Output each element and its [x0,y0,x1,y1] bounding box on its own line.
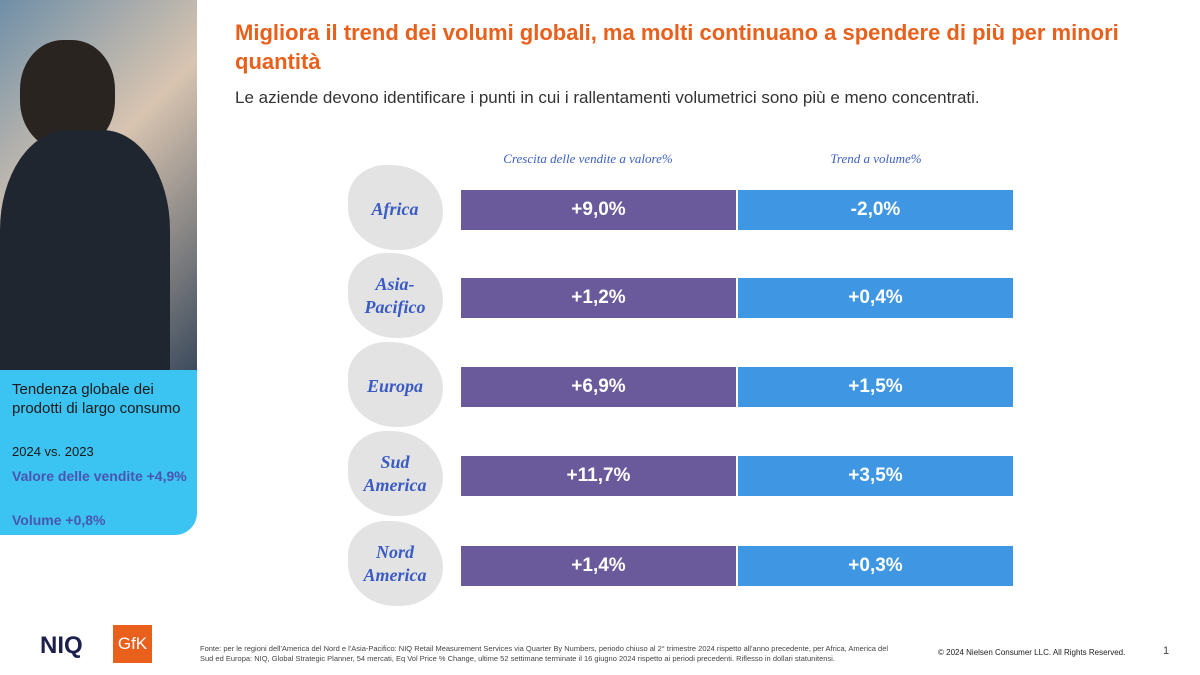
summary-period: 2024 vs. 2023 [12,444,94,459]
volume-cell: +3,5% [738,456,1013,496]
title: Migliora il trend dei volumi globali, ma… [235,20,1119,74]
photo [0,0,197,372]
region-map [348,521,443,606]
region-map [348,165,443,250]
page-number: 1 [1163,645,1170,657]
summary-heading: Tendenza globale dei prodotti di largo c… [12,381,181,417]
copyright: © 2024 Nielsen Consumer LLC. All Rights … [938,648,1126,657]
value-cell: +11,7% [461,456,736,496]
volume-cell: +1,5% [738,367,1013,407]
region-label: Sud America [363,452,427,495]
summary-volume: Volume +0,8% [12,512,106,528]
volume-cell: +0,3% [738,546,1013,586]
summary-box: Tendenza globale dei prodotti di largo c… [0,370,197,535]
region-label: Europa [366,376,424,396]
logo-niq: NIQ [40,632,83,659]
region-label: Africa [371,199,419,219]
value-cell: +1,2% [461,278,736,318]
column-header: Trend a volume% [830,151,922,166]
value-cell: +1,4% [461,546,736,586]
source-note: Fonte: per le regioni dell'America del N… [200,644,889,663]
value-cell: +6,9% [461,367,736,407]
region-label: Asia- Pacifico [364,274,426,317]
region-map [348,431,443,516]
region-map [348,253,443,338]
volume-cell: +0,4% [738,278,1013,318]
column-header: Crescita delle vendite a valore% [503,151,673,166]
volume-cell: -2,0% [738,190,1013,230]
region-map [348,342,443,427]
logo-gfk: GfK [113,625,152,663]
value-cell: +9,0% [461,190,736,230]
subtitle: Le aziende devono identificare i punti i… [235,88,980,107]
region-label: Nord America [363,542,427,585]
photo-figure [0,130,170,372]
summary-value: Valore delle vendite +4,9% [12,468,187,484]
